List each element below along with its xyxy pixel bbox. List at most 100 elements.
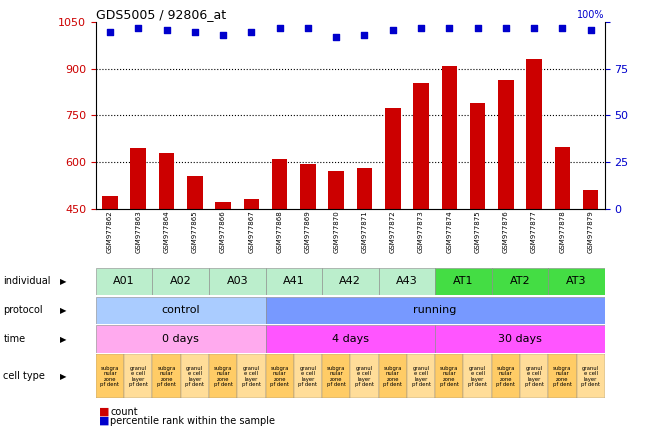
Text: ■: ■ [99,416,110,425]
Text: granul
e cell
layer
pf dent: granul e cell layer pf dent [355,366,374,387]
Text: subgra
nular
zone
pf dent: subgra nular zone pf dent [383,366,403,387]
Point [529,24,539,32]
Text: A02: A02 [170,277,192,286]
Bar [435,268,492,295]
Bar [492,268,548,295]
Bar [266,297,605,324]
Point [190,28,200,35]
Text: AT1: AT1 [453,277,474,286]
Point [303,24,313,32]
Text: GDS5005 / 92806_at: GDS5005 / 92806_at [96,8,226,21]
Bar [124,354,153,398]
Text: percentile rank within the sample: percentile rank within the sample [110,416,276,425]
Text: A01: A01 [113,277,135,286]
Text: 4 days: 4 days [332,334,369,344]
Bar [322,268,379,295]
Bar [300,163,316,209]
Point [104,28,115,35]
Bar [96,354,124,398]
Bar [435,354,463,398]
Bar [350,354,379,398]
Bar [470,103,485,209]
Point [557,24,568,32]
Bar [548,268,605,295]
Text: granul
e cell
layer
pf dent: granul e cell layer pf dent [412,366,430,387]
Bar [96,325,266,353]
Bar [237,354,266,398]
Point [500,24,511,32]
Text: ▶: ▶ [59,335,66,344]
Point [586,26,596,33]
Point [246,28,256,35]
Bar [463,354,492,398]
Text: cell type: cell type [3,371,45,381]
Bar [379,268,435,295]
Bar [583,190,598,209]
Bar [180,354,209,398]
Bar [272,159,288,209]
Text: running: running [414,305,457,315]
Bar [407,354,435,398]
Text: AT2: AT2 [510,277,530,286]
Bar [576,354,605,398]
Point [217,32,229,39]
Bar [244,199,259,209]
Bar [153,354,180,398]
Text: A42: A42 [339,277,362,286]
Bar [413,83,429,209]
Bar [520,354,548,398]
Text: AT3: AT3 [566,277,587,286]
Text: 30 days: 30 days [498,334,542,344]
Bar [548,354,576,398]
Bar [96,297,266,324]
Text: 100%: 100% [577,10,605,20]
Point [444,24,455,32]
Bar [385,108,401,209]
Bar [322,354,350,398]
Point [274,24,285,32]
Bar [102,196,118,209]
Text: subgra
nular
zone
pf dent: subgra nular zone pf dent [440,366,459,387]
Point [133,24,143,32]
Bar [293,354,322,398]
Bar [266,325,435,353]
Text: ■: ■ [99,407,110,416]
Text: granul
e cell
layer
pf dent: granul e cell layer pf dent [298,366,317,387]
Text: count: count [110,407,138,416]
Bar [266,354,293,398]
Bar [130,148,146,209]
Point [472,24,483,32]
Text: subgra
nular
zone
pf dent: subgra nular zone pf dent [100,366,120,387]
Text: individual: individual [3,277,51,286]
Bar [435,325,605,353]
Text: protocol: protocol [3,305,43,315]
Text: control: control [161,305,200,315]
Bar [357,168,372,209]
Text: subgra
nular
zone
pf dent: subgra nular zone pf dent [214,366,233,387]
Bar [266,268,322,295]
Bar [526,59,542,209]
Bar [159,153,175,209]
Point [161,26,172,33]
Bar [379,354,407,398]
Bar [442,66,457,209]
Bar [209,268,266,295]
Text: granul
e cell
layer
pf dent: granul e cell layer pf dent [468,366,487,387]
Bar [209,354,237,398]
Point [387,26,398,33]
Text: granul
e cell
layer
pf dent: granul e cell layer pf dent [185,366,204,387]
Text: ▶: ▶ [59,306,66,315]
Text: A03: A03 [227,277,248,286]
Bar [329,171,344,209]
Text: A43: A43 [396,277,418,286]
Bar [498,80,514,209]
Bar [492,354,520,398]
Text: subgra
nular
zone
pf dent: subgra nular zone pf dent [270,366,289,387]
Text: granul
e cell
layer
pf dent: granul e cell layer pf dent [581,366,600,387]
Bar [96,268,153,295]
Text: ▶: ▶ [59,372,66,381]
Text: subgra
nular
zone
pf dent: subgra nular zone pf dent [157,366,176,387]
Bar [215,202,231,209]
Point [359,32,369,39]
Text: granul
e cell
layer
pf dent: granul e cell layer pf dent [129,366,148,387]
